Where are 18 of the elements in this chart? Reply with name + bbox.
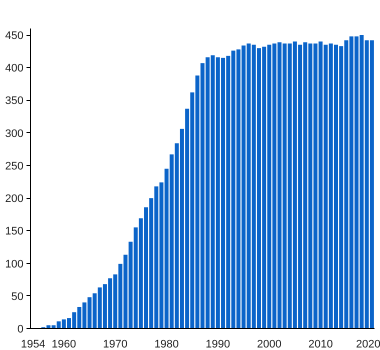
x-tick-label: 2010 <box>308 338 333 350</box>
y-tick-label: 0 <box>17 324 24 336</box>
y-tick-label: 100 <box>5 258 24 270</box>
x-tick-label: 1990 <box>206 338 230 350</box>
y-tick-label: 400 <box>5 62 24 75</box>
y-tick-label: 50 <box>11 290 24 303</box>
x-tick-label: 1970 <box>102 338 128 350</box>
y-tick-label: 300 <box>5 128 24 140</box>
x-tick-label: 2020 <box>356 338 380 350</box>
y-tick-label: 350 <box>5 95 24 108</box>
y-tick-label: 200 <box>5 193 24 206</box>
x-tick-label: 1954 <box>20 338 46 350</box>
y-tick-label: 250 <box>5 160 24 172</box>
x-tick-label: 1980 <box>154 338 179 350</box>
y-tick-label: 450 <box>5 30 24 42</box>
x-tick-label: 2000 <box>257 338 282 350</box>
y-tick-label: 150 <box>5 226 24 238</box>
x-tick-label: 1960 <box>52 338 76 350</box>
